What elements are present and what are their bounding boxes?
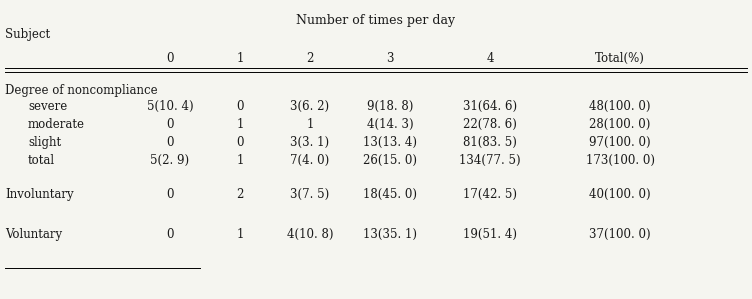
Text: 5(10. 4): 5(10. 4) [147, 100, 193, 113]
Text: 0: 0 [166, 52, 174, 65]
Text: Voluntary: Voluntary [5, 228, 62, 241]
Text: 97(100. 0): 97(100. 0) [589, 136, 650, 149]
Text: 19(51. 4): 19(51. 4) [463, 228, 517, 241]
Text: 31(64. 6): 31(64. 6) [463, 100, 517, 113]
Text: 37(100. 0): 37(100. 0) [589, 228, 650, 241]
Text: 4(14. 3): 4(14. 3) [367, 118, 414, 131]
Text: severe: severe [28, 100, 67, 113]
Text: 28(100. 0): 28(100. 0) [590, 118, 650, 131]
Text: 22(78. 6): 22(78. 6) [463, 118, 517, 131]
Text: 3(3. 1): 3(3. 1) [290, 136, 329, 149]
Text: 17(42. 5): 17(42. 5) [463, 188, 517, 201]
Text: 1: 1 [236, 228, 244, 241]
Text: 7(4. 0): 7(4. 0) [290, 154, 329, 167]
Text: Subject: Subject [5, 28, 50, 41]
Text: 3: 3 [387, 52, 394, 65]
Text: 13(35. 1): 13(35. 1) [363, 228, 417, 241]
Text: 2: 2 [236, 188, 244, 201]
Text: 5(2. 9): 5(2. 9) [150, 154, 190, 167]
Text: total: total [28, 154, 55, 167]
Text: 1: 1 [236, 52, 244, 65]
Text: 0: 0 [166, 118, 174, 131]
Text: Degree of noncompliance: Degree of noncompliance [5, 84, 158, 97]
Text: 0: 0 [236, 136, 244, 149]
Text: 18(45. 0): 18(45. 0) [363, 188, 417, 201]
Text: 81(83. 5): 81(83. 5) [463, 136, 517, 149]
Text: 13(13. 4): 13(13. 4) [363, 136, 417, 149]
Text: 0: 0 [166, 188, 174, 201]
Text: 0: 0 [166, 136, 174, 149]
Text: Number of times per day: Number of times per day [296, 14, 456, 27]
Text: 1: 1 [306, 118, 314, 131]
Text: 4: 4 [487, 52, 494, 65]
Text: 1: 1 [236, 154, 244, 167]
Text: 0: 0 [166, 228, 174, 241]
Text: 173(100. 0): 173(100. 0) [586, 154, 654, 167]
Text: 134(77. 5): 134(77. 5) [459, 154, 521, 167]
Text: 26(15. 0): 26(15. 0) [363, 154, 417, 167]
Text: 4(10. 8): 4(10. 8) [287, 228, 333, 241]
Text: 2: 2 [306, 52, 314, 65]
Text: Involuntary: Involuntary [5, 188, 74, 201]
Text: 40(100. 0): 40(100. 0) [589, 188, 650, 201]
Text: 9(18. 8): 9(18. 8) [367, 100, 413, 113]
Text: 48(100. 0): 48(100. 0) [590, 100, 650, 113]
Text: 3(7. 5): 3(7. 5) [290, 188, 329, 201]
Text: slight: slight [28, 136, 61, 149]
Text: 1: 1 [236, 118, 244, 131]
Text: 3(6. 2): 3(6. 2) [290, 100, 329, 113]
Text: moderate: moderate [28, 118, 85, 131]
Text: 0: 0 [236, 100, 244, 113]
Text: Total(%): Total(%) [595, 52, 645, 65]
